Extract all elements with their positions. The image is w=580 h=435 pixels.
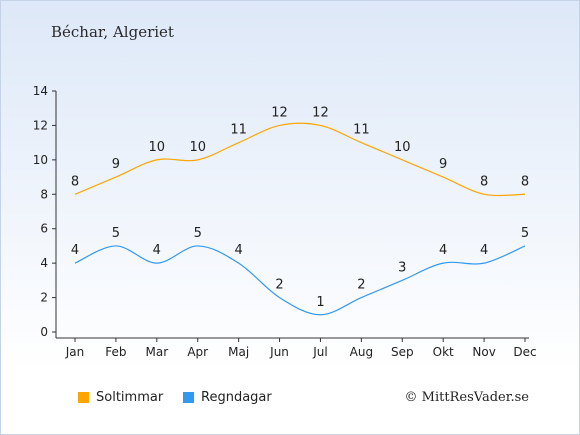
x-tick-label: Mar xyxy=(145,345,168,359)
data-label: 11 xyxy=(230,123,247,138)
data-label: 1 xyxy=(316,295,324,310)
data-label: 4 xyxy=(234,243,242,258)
data-label: 10 xyxy=(149,140,166,155)
data-label: 2 xyxy=(275,278,283,293)
location-title: Béchar, Algeriet xyxy=(51,23,174,41)
x-tick-label: Dec xyxy=(513,345,536,359)
series-line-rain xyxy=(74,245,526,316)
y-tick-label: 6 xyxy=(40,222,48,236)
data-label: 9 xyxy=(439,157,447,172)
data-label: 4 xyxy=(439,243,447,258)
data-label: 10 xyxy=(189,140,206,155)
data-label: 5 xyxy=(112,226,120,241)
legend-item-rain: Regndagar xyxy=(183,390,272,405)
x-tick-label: Okt xyxy=(433,345,454,359)
legend-label-rain: Regndagar xyxy=(201,390,272,405)
x-tick-label: Jan xyxy=(65,345,85,359)
y-tick-label: 10 xyxy=(33,153,48,167)
data-label: 8 xyxy=(480,174,488,189)
series-line-sun xyxy=(74,122,526,197)
x-tick-label: Aug xyxy=(350,345,373,359)
x-tick-label: Maj xyxy=(228,345,249,359)
data-label: 10 xyxy=(394,140,411,155)
x-tick-label: Sep xyxy=(391,345,414,359)
y-tick-label: 14 xyxy=(33,84,48,98)
data-label: 4 xyxy=(153,243,161,258)
data-label: 3 xyxy=(398,260,406,275)
x-tick-label: Apr xyxy=(187,345,208,359)
data-label: 5 xyxy=(194,226,202,241)
y-tick-label: 12 xyxy=(33,118,48,132)
data-label: 12 xyxy=(271,105,288,120)
data-label: 2 xyxy=(357,278,365,293)
y-tick-label: 2 xyxy=(40,291,48,305)
data-label: 9 xyxy=(112,157,120,172)
legend-item-sun: Soltimmar xyxy=(78,390,163,405)
copyright: © MittResVader.se xyxy=(404,390,529,405)
data-label: 11 xyxy=(353,123,370,138)
data-label: 8 xyxy=(521,174,529,189)
x-tick-label: Jun xyxy=(269,345,289,359)
y-tick-label: 4 xyxy=(40,256,48,270)
x-tick-label: Jul xyxy=(312,345,327,359)
data-label: 12 xyxy=(312,105,329,120)
y-tick-label: 8 xyxy=(40,187,48,201)
x-tick-label: Feb xyxy=(105,345,126,359)
legend-swatch-rain xyxy=(183,392,194,403)
y-tick-label: 0 xyxy=(40,325,48,339)
data-label: 5 xyxy=(521,226,529,241)
legend-swatch-sun xyxy=(78,392,89,403)
x-tick-label: Nov xyxy=(472,345,495,359)
data-label: 4 xyxy=(71,243,79,258)
legend-label-sun: Soltimmar xyxy=(96,390,164,405)
data-label: 8 xyxy=(71,174,79,189)
data-label: 4 xyxy=(480,243,488,258)
